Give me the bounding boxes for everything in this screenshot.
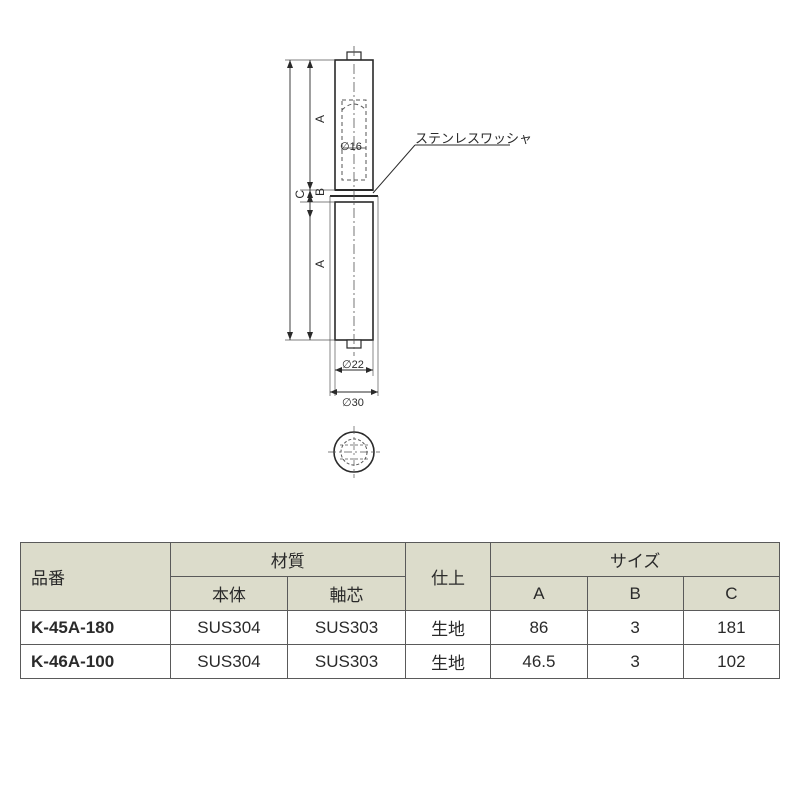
dia22-label: ∅22 bbox=[342, 358, 364, 371]
cell-B: 3 bbox=[587, 645, 683, 679]
hdr-mat-body: 本体 bbox=[170, 577, 288, 611]
table-row: K-46A-100 SUS304 SUS303 生地 46.5 3 102 bbox=[21, 645, 780, 679]
cell-A: 86 bbox=[491, 611, 587, 645]
dim-A-upper: A bbox=[313, 115, 327, 123]
cell-shaft: SUS303 bbox=[288, 645, 406, 679]
hdr-size-C: C bbox=[683, 577, 779, 611]
hdr-material: 材質 bbox=[170, 543, 405, 577]
table-row: K-45A-180 SUS304 SUS303 生地 86 3 181 bbox=[21, 611, 780, 645]
cell-finish: 生地 bbox=[405, 645, 491, 679]
hdr-partno: 品番 bbox=[21, 543, 171, 611]
cell-A: 46.5 bbox=[491, 645, 587, 679]
hinge-drawing bbox=[230, 40, 570, 500]
cell-C: 181 bbox=[683, 611, 779, 645]
dia16-label: ∅16 bbox=[340, 140, 362, 153]
cell-finish: 生地 bbox=[405, 611, 491, 645]
hdr-size-A: A bbox=[491, 577, 587, 611]
dim-B: B bbox=[313, 188, 327, 196]
cell-B: 3 bbox=[587, 611, 683, 645]
cell-shaft: SUS303 bbox=[288, 611, 406, 645]
hdr-mat-shaft: 軸芯 bbox=[288, 577, 406, 611]
hdr-size-B: B bbox=[587, 577, 683, 611]
technical-diagram: ステンレスワッシャ ∅16 A B A C ∅22 ∅30 bbox=[230, 40, 570, 490]
page: ステンレスワッシャ ∅16 A B A C ∅22 ∅30 品番 材質 仕上 サ… bbox=[0, 0, 800, 800]
cell-body: SUS304 bbox=[170, 645, 288, 679]
hdr-size: サイズ bbox=[491, 543, 780, 577]
hdr-finish: 仕上 bbox=[405, 543, 491, 611]
dia30-label: ∅30 bbox=[342, 396, 364, 409]
callout-washer-label: ステンレスワッシャ bbox=[415, 128, 532, 147]
cell-pn: K-45A-180 bbox=[21, 611, 171, 645]
cell-C: 102 bbox=[683, 645, 779, 679]
dim-C: C bbox=[293, 190, 307, 199]
cell-body: SUS304 bbox=[170, 611, 288, 645]
spec-table: 品番 材質 仕上 サイズ 本体 軸芯 A B C K-45A-180 SUS30… bbox=[20, 542, 780, 679]
cell-pn: K-46A-100 bbox=[21, 645, 171, 679]
dim-A-lower: A bbox=[313, 260, 327, 268]
